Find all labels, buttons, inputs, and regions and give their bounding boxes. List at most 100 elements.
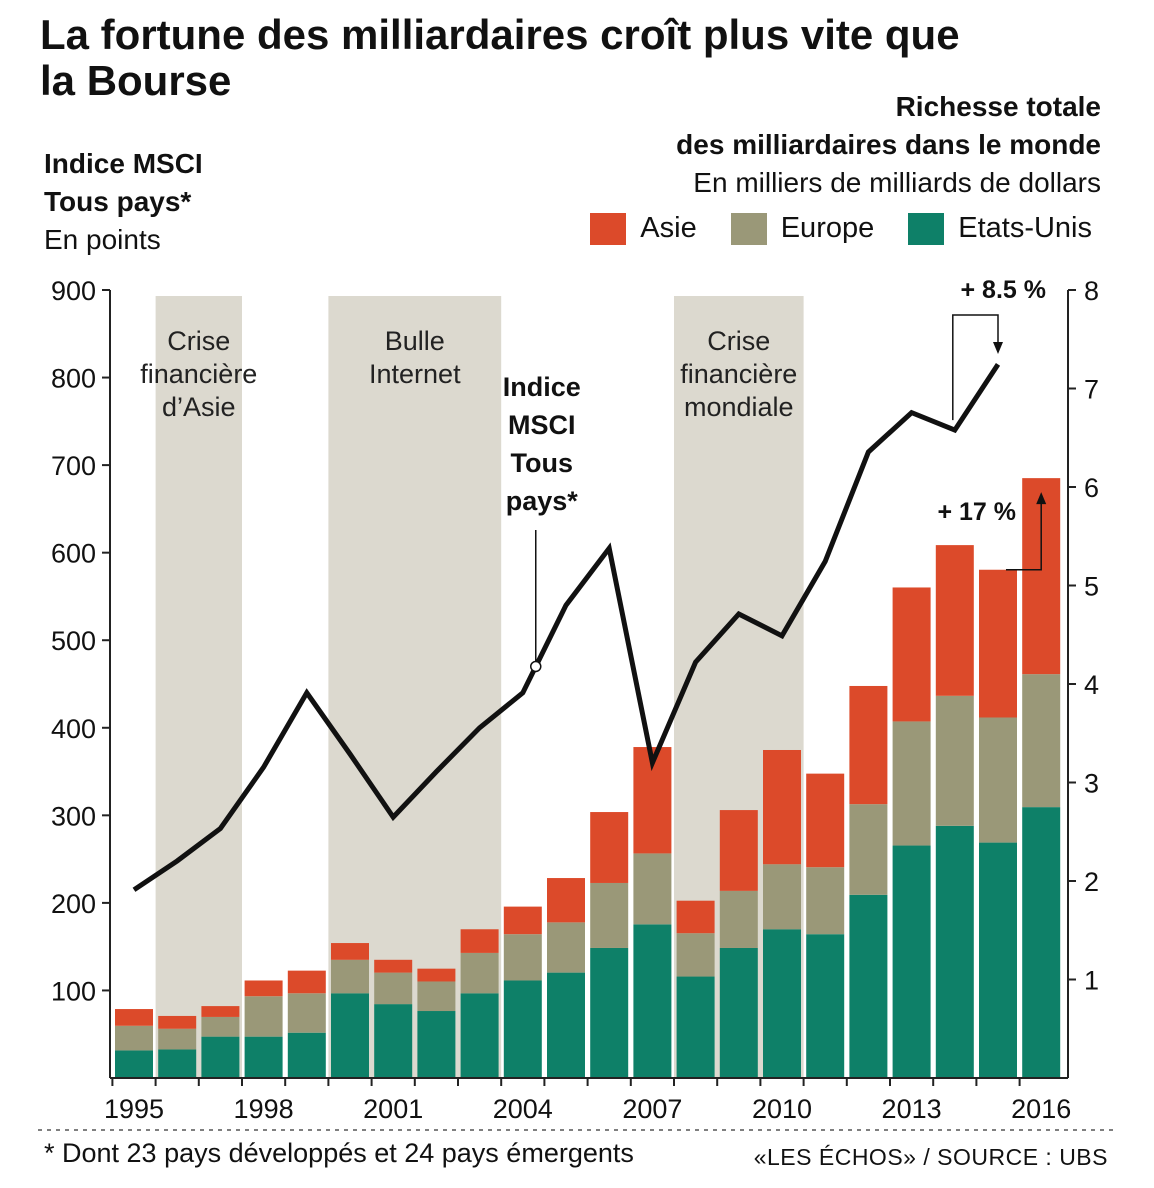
x-axis-tick-label: 2016 — [1011, 1094, 1071, 1124]
x-axis-tick-label: 1998 — [234, 1094, 294, 1124]
bar-etats-unis-2000 — [331, 993, 369, 1078]
bar-asie-2000 — [331, 943, 369, 960]
right-axis-tick-label: 8 — [1084, 276, 1099, 306]
left-axis-header: Indice MSCI Tous pays* En points — [44, 145, 203, 259]
bar-asie-2011 — [806, 773, 845, 868]
legend-label-etats-unis: Etats-Unis — [958, 212, 1092, 244]
right-axis-tick-label: 2 — [1084, 867, 1099, 897]
bar-europe-1996 — [158, 1028, 197, 1050]
bar-asie-2004 — [503, 906, 542, 935]
bar-etats-unis-2015 — [979, 842, 1017, 1078]
bar-etats-unis-2012 — [849, 894, 888, 1078]
bar-etats-unis-2006 — [590, 947, 629, 1078]
shaded-period-label: Crise — [167, 326, 230, 356]
left-axis-title-line-1: Indice MSCI — [44, 148, 203, 179]
bar-asie-2005 — [547, 878, 585, 923]
bar-growth-arrow — [1036, 492, 1047, 505]
right-axis-title-line-1: Richesse totale — [895, 91, 1101, 122]
bar-asie-2012 — [849, 685, 888, 805]
legend-item-europe: Europe — [730, 212, 875, 245]
right-axis-tick-label: 4 — [1084, 670, 1099, 700]
left-axis-tick-label: 300 — [51, 801, 96, 831]
line-growth-arrow — [993, 342, 1003, 354]
shaded-period-label: Crise — [707, 326, 770, 356]
line-growth-bracket — [952, 314, 999, 421]
shaded-period-1 — [155, 296, 242, 1078]
bar-etats-unis-2009 — [719, 947, 758, 1078]
bar-europe-2003 — [460, 952, 499, 994]
bar-europe-2001 — [374, 972, 413, 1005]
bar-etats-unis-2002 — [417, 1011, 456, 1078]
x-axis-tick-label: 2004 — [493, 1094, 553, 1124]
bar-asie-1995 — [115, 1009, 153, 1026]
source-credit: «LES ÉCHOS» / SOURCE : UBS — [753, 1144, 1108, 1170]
legend: Asie Europe Etats-Unis — [556, 212, 1092, 245]
msci-annotation-text: MSCI — [508, 410, 576, 440]
bar-asie-1997 — [201, 1006, 240, 1017]
bar-etats-unis-2008 — [676, 976, 715, 1078]
footnote: * Dont 23 pays développés et 24 pays éme… — [44, 1138, 634, 1168]
left-axis-tick-label: 200 — [51, 889, 96, 919]
msci-annotation-marker — [530, 660, 542, 673]
shaded-period-label: Bulle — [385, 326, 445, 356]
msci-annotation-text: Indice — [503, 372, 581, 402]
bar-europe-1995 — [115, 1025, 153, 1051]
bar-asie-2013 — [892, 587, 931, 722]
legend-label-europe: Europe — [780, 212, 875, 244]
bar-asie-2006 — [590, 812, 629, 883]
bar-europe-1999 — [287, 993, 326, 1033]
right-axis-tick-label: 5 — [1084, 572, 1099, 602]
bar-etats-unis-1998 — [244, 1036, 283, 1078]
bar-etats-unis-2004 — [503, 980, 542, 1078]
right-axis-header: Richesse totale des milliardaires dans l… — [676, 88, 1101, 202]
bar-asie-2001 — [374, 959, 413, 973]
x-axis-tick-label: 2010 — [752, 1094, 812, 1124]
msci-annotation-text: Tous — [511, 448, 574, 478]
bar-etats-unis-2011 — [806, 934, 845, 1078]
bar-etats-unis-1996 — [158, 1049, 197, 1078]
right-axis-tick-label: 3 — [1084, 769, 1099, 799]
bar-europe-2002 — [417, 981, 456, 1012]
x-axis-tick-label: 2007 — [622, 1094, 682, 1124]
right-axis-tick-label: 6 — [1084, 473, 1099, 503]
bar-etats-unis-2013 — [892, 845, 931, 1078]
bar-growth-annotation: + 17 % — [937, 498, 1016, 526]
right-axis-title-line-2: des milliardaires dans le monde — [676, 129, 1101, 160]
msci-annotation-text: pays* — [506, 486, 579, 516]
legend-swatch-etats-unis — [908, 212, 945, 245]
bar-europe-2016 — [1022, 674, 1061, 808]
bar-etats-unis-2003 — [460, 993, 499, 1078]
right-axis-tick-label: 7 — [1084, 375, 1099, 405]
legend-swatch-europe — [730, 212, 767, 245]
left-axis-unit: En points — [44, 224, 161, 255]
shaded-period-label: Internet — [369, 359, 461, 389]
shaded-period-label: d’Asie — [162, 392, 236, 422]
left-axis-tick-label: 400 — [51, 714, 96, 744]
chart-title: La fortune des milliardaires croît plus … — [40, 11, 960, 104]
bar-asie-2008 — [676, 900, 715, 934]
left-axis-tick-label: 100 — [51, 976, 96, 1006]
bar-etats-unis-2005 — [547, 972, 585, 1078]
bar-etats-unis-1999 — [287, 1032, 326, 1078]
bar-asie-1998 — [244, 980, 283, 997]
bar-europe-2000 — [331, 959, 369, 994]
left-axis-tick-label: 500 — [51, 626, 96, 656]
bar-europe-2015 — [979, 717, 1017, 843]
bar-europe-2011 — [806, 867, 845, 935]
bar-asie-1996 — [158, 1015, 197, 1029]
bar-europe-2006 — [590, 882, 629, 948]
legend-label-asie: Asie — [640, 212, 697, 244]
right-axis-tick-label: 1 — [1084, 966, 1099, 996]
left-axis-tick-label: 700 — [51, 451, 96, 481]
x-axis-tick-label: 2001 — [363, 1094, 423, 1124]
legend-item-etats-unis: Etats-Unis — [908, 212, 1092, 245]
shaded-period-label: financière — [680, 359, 797, 389]
bar-europe-1998 — [244, 996, 283, 1037]
bar-asie-2014 — [935, 545, 974, 696]
legend-item-asie: Asie — [590, 212, 697, 245]
x-axis-tick-label: 2013 — [882, 1094, 942, 1124]
bar-europe-2007 — [633, 853, 672, 925]
bar-europe-2005 — [547, 922, 585, 973]
bar-asie-2002 — [417, 968, 456, 982]
bar-etats-unis-2001 — [374, 1004, 413, 1078]
